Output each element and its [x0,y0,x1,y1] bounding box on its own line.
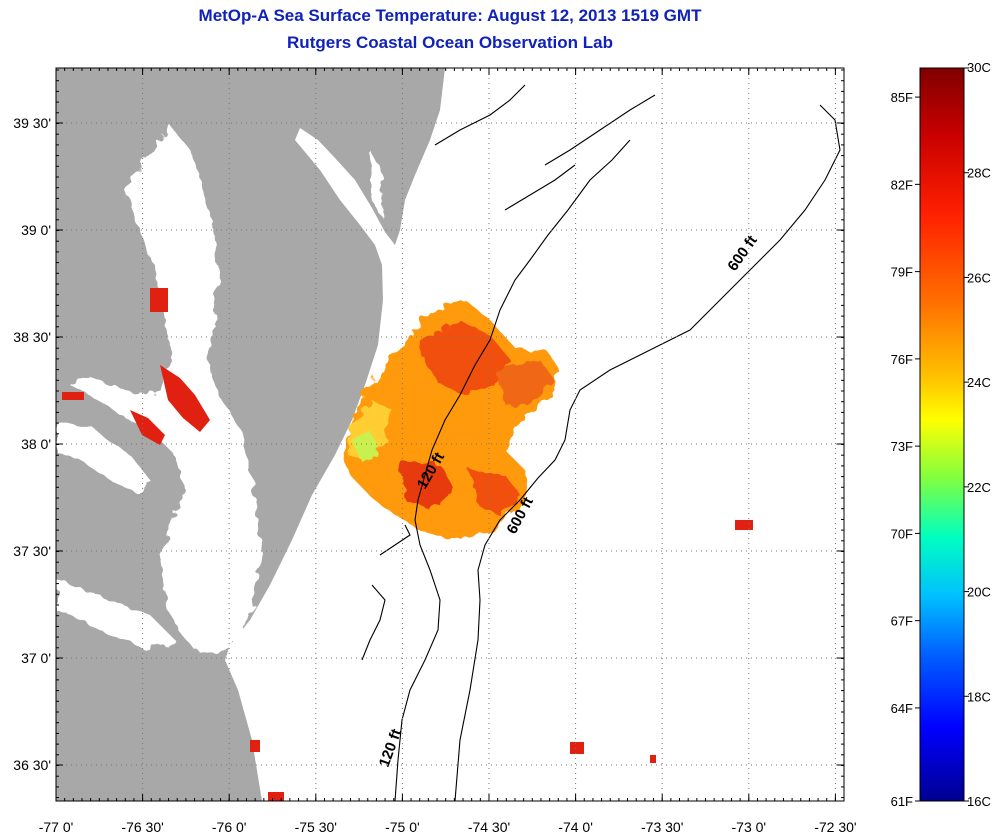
lon-tick-label: -73 30' [641,819,683,835]
map-title: MetOp-A Sea Surface Temperature: August … [198,6,702,25]
lat-tick-label: 37 30' [13,543,51,559]
colorbar-c-label: 30C [967,60,991,75]
lat-tick-label: 38 0' [21,436,51,452]
isobath-lines [361,84,841,801]
colorbar-f-label: 64F [891,701,913,716]
colorbar-f-label: 61F [891,794,913,809]
colorbar-c-label: 16C [967,794,991,809]
lat-tick-label: 39 30' [13,115,51,131]
colorbar: 30C 28C 26C 24C 22C 20C 18C 16C 85F 82F 79F 76F 73F 7… [891,60,991,809]
map-frame [55,67,845,802]
lon-tick-label: -75 30' [295,819,337,835]
colorbar-c-label: 26C [967,270,991,285]
map-subtitle: Rutgers Coastal Ocean Observation Lab [287,33,613,52]
lon-tick-label: -77 0' [39,819,74,835]
map-area: 120 ft 600 ft 600 ft 120 ft [56,68,844,801]
colorbar-f-label: 79F [891,265,913,280]
lon-tick-label: -72 30' [814,819,856,835]
sst-bay-patches [62,288,753,801]
colorbar-f-label: 73F [891,439,913,454]
colorbar-c-label: 18C [967,689,991,704]
lon-tick-label: -75 0' [385,819,420,835]
colorbar-c-label: 28C [967,166,991,181]
colorbar-c-label: 20C [967,585,991,600]
lon-tick-label: -73 0' [732,819,767,835]
colorbar-c-label: 22C [967,480,991,495]
colorbar-ramp [919,67,965,802]
colorbar-f-label: 70F [891,526,913,541]
colorbar-f-label: 82F [891,177,913,192]
lat-tick-label: 37 0' [21,650,51,666]
colorbar-c-label: 24C [967,375,991,390]
lon-tick-label: -74 30' [468,819,510,835]
lat-tick-label: 38 30' [13,329,51,345]
lon-tick-label: -76 0' [212,819,247,835]
lon-tick-label: -74 0' [558,819,593,835]
colorbar-f-label: 67F [891,614,913,629]
lat-tick-label: 36 30' [13,757,51,773]
lon-tick-label: -76 30' [121,819,163,835]
sst-patch [343,300,560,540]
lat-tick-label: 39 0' [21,222,51,238]
colorbar-f-label: 85F [891,90,913,105]
colorbar-f-label: 76F [891,352,913,367]
